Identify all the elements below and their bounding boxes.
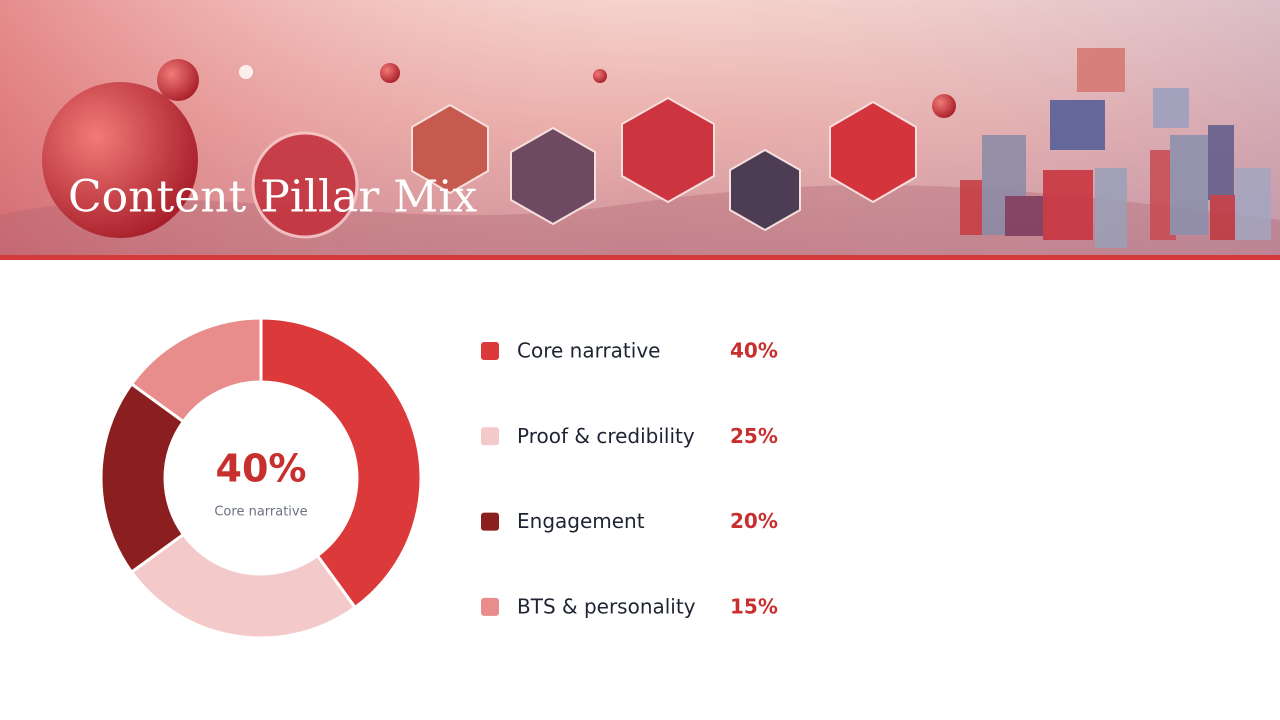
donut-slice — [129, 532, 358, 640]
legend-label: Proof & credibility — [517, 424, 695, 448]
legend-label: Core narrative — [517, 339, 660, 363]
legend-label: Engagement — [517, 509, 645, 533]
header-banner: Content Pillar Mix — [0, 0, 1280, 260]
legend-swatch — [481, 597, 499, 616]
slide-title: Content Pillar Mix — [68, 172, 477, 223]
legend-swatch — [481, 427, 499, 446]
donut-chart — [99, 316, 423, 640]
legend-label: BTS & personality — [517, 594, 696, 618]
center-value: 40% — [216, 447, 307, 491]
legend-swatch — [481, 342, 499, 360]
legend: Core narrative 40% Proof & credibility 25% E… — [481, 339, 778, 618]
legend-value: 25% — [730, 424, 778, 448]
center-label: Core narrative — [214, 505, 307, 520]
legend-swatch — [481, 512, 499, 531]
legend-value: 20% — [730, 509, 778, 533]
donut-slice — [129, 316, 263, 424]
donut-slice — [259, 316, 423, 610]
legend-value: 40% — [730, 339, 778, 363]
donut-slice — [99, 381, 186, 575]
legend-value: 15% — [730, 594, 778, 618]
